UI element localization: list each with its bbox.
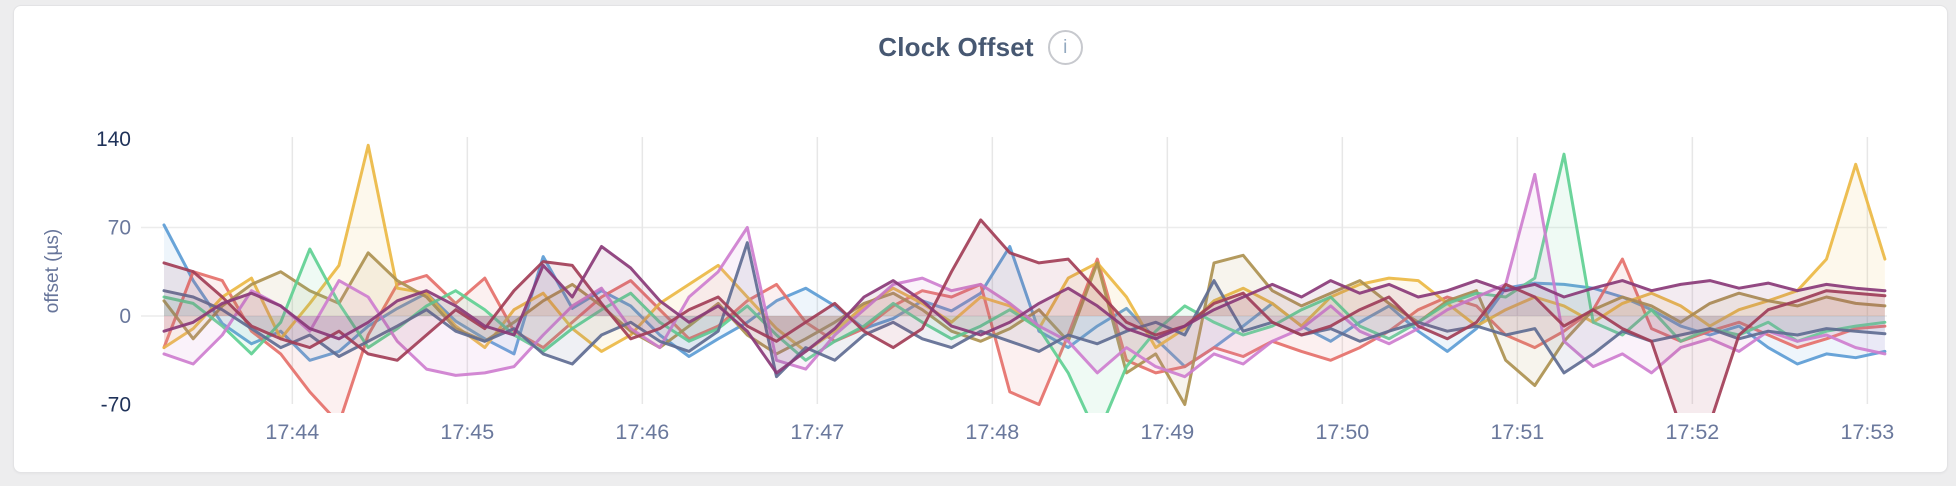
- series-line-series-1: [162, 223, 1887, 369]
- clock-offset-card: 140 70 0 -70 17:44 17:45 17:46 17:47 17:48 17:49 1…: [13, 5, 1948, 473]
- chart-title: Clock Offset: [878, 32, 1034, 62]
- chart-header: Clock Offset i: [14, 30, 1947, 65]
- series-line-series-9: [162, 245, 1887, 375]
- x-tick-label: 17:44: [265, 420, 319, 444]
- x-tick-label: 17:51: [1490, 420, 1544, 444]
- y-axis-title: offset (µs): [42, 229, 63, 314]
- series-line-series-7: [162, 241, 1887, 379]
- y-tick-label: -70: [101, 394, 131, 417]
- x-tick-label: 17:52: [1665, 420, 1719, 444]
- x-tick-label: 17:47: [790, 420, 844, 444]
- series-line-series-8: [162, 218, 1887, 413]
- y-tick-label: 0: [119, 305, 131, 328]
- x-tick-label: 17:49: [1140, 420, 1194, 444]
- series-line-series-6: [162, 172, 1887, 379]
- x-tick-label: 17:46: [615, 420, 669, 444]
- axis-layer: 140 70 0 -70 17:44 17:45 17:46 17:47 17:48 17:49 1…: [96, 128, 1894, 444]
- series-fill-series-5: [164, 154, 1885, 413]
- series-fill-series-2: [164, 259, 1885, 413]
- x-tick-label: 17:53: [1840, 420, 1894, 444]
- series-line-series-3: [162, 143, 1887, 353]
- x-tick-label: 17:50: [1315, 420, 1369, 444]
- x-tick-label: 17:45: [440, 420, 494, 444]
- y-tick-label: 140: [96, 128, 131, 151]
- x-tick-label: 17:48: [965, 420, 1019, 444]
- series-fill-series-4: [164, 252, 1885, 405]
- series-fill-series-6: [164, 174, 1885, 377]
- y-tick-label: 70: [108, 216, 131, 239]
- grid-layer: [141, 137, 1887, 404]
- chart-svg[interactable]: 140 70 0 -70 17:44 17:45 17:46 17:47 17:48 17:49 1…: [14, 6, 1947, 472]
- series-line-series-5: [162, 152, 1887, 413]
- series-line-series-2: [162, 257, 1887, 413]
- series-fill-series-9: [164, 246, 1885, 373]
- series-layer: [162, 143, 1887, 413]
- info-icon[interactable]: i: [1047, 30, 1083, 65]
